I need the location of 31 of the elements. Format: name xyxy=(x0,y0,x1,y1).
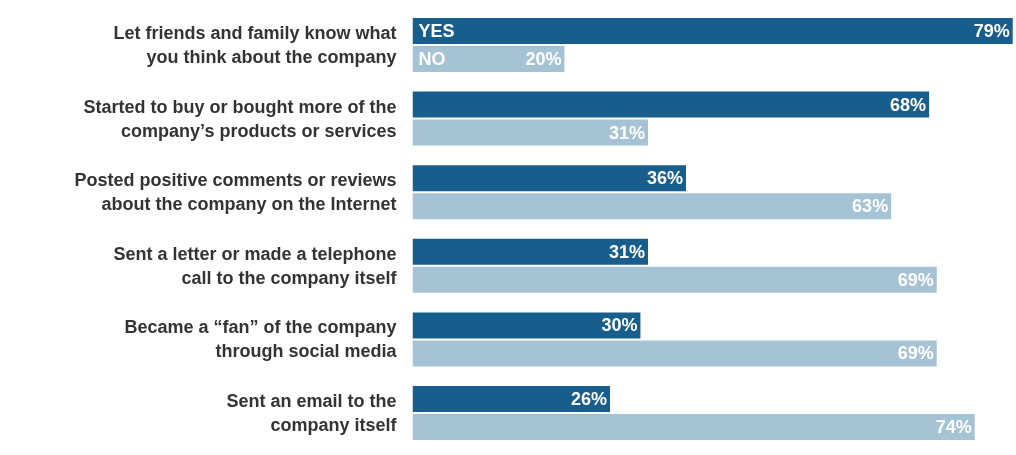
y-tick-label: Sent a letter or made a telephone call to the company itself xyxy=(113,243,398,288)
bar xyxy=(412,238,649,265)
bar xyxy=(412,91,930,118)
y-tick-label: Sent an email to the company itself xyxy=(226,391,398,436)
data-label: 31% xyxy=(608,122,646,143)
bar xyxy=(412,414,975,441)
data-label: 36% xyxy=(646,168,684,189)
data-label: 26% xyxy=(571,389,608,410)
bar xyxy=(412,193,892,220)
data-label: 31% xyxy=(608,241,646,262)
data-label: 63% xyxy=(852,196,889,217)
data-label: 79% xyxy=(973,21,1010,41)
bar xyxy=(412,165,687,192)
data-label: 69% xyxy=(897,269,934,290)
bar xyxy=(412,340,937,367)
series-label: NO xyxy=(418,48,446,69)
bar xyxy=(412,312,641,339)
data-label: 30% xyxy=(601,315,638,336)
y-tick-label: Started to buy or bought more of the company’s products or services xyxy=(83,96,397,141)
bar xyxy=(412,119,649,146)
data-label: 20% xyxy=(525,48,562,69)
data-label: 69% xyxy=(897,343,934,364)
data-label: 74% xyxy=(935,417,972,437)
y-tick-label: Let friends and family know what you think about the company xyxy=(113,22,397,67)
y-tick-label: Became a “fan” of the company through social media xyxy=(124,317,398,362)
series-label: YES xyxy=(418,21,455,41)
data-label: 68% xyxy=(890,94,927,115)
bar xyxy=(412,266,937,293)
bar xyxy=(412,17,1013,44)
y-tick-label: Posted positive comments or reviews about the company on the Internet xyxy=(74,170,397,215)
bar xyxy=(412,386,611,413)
